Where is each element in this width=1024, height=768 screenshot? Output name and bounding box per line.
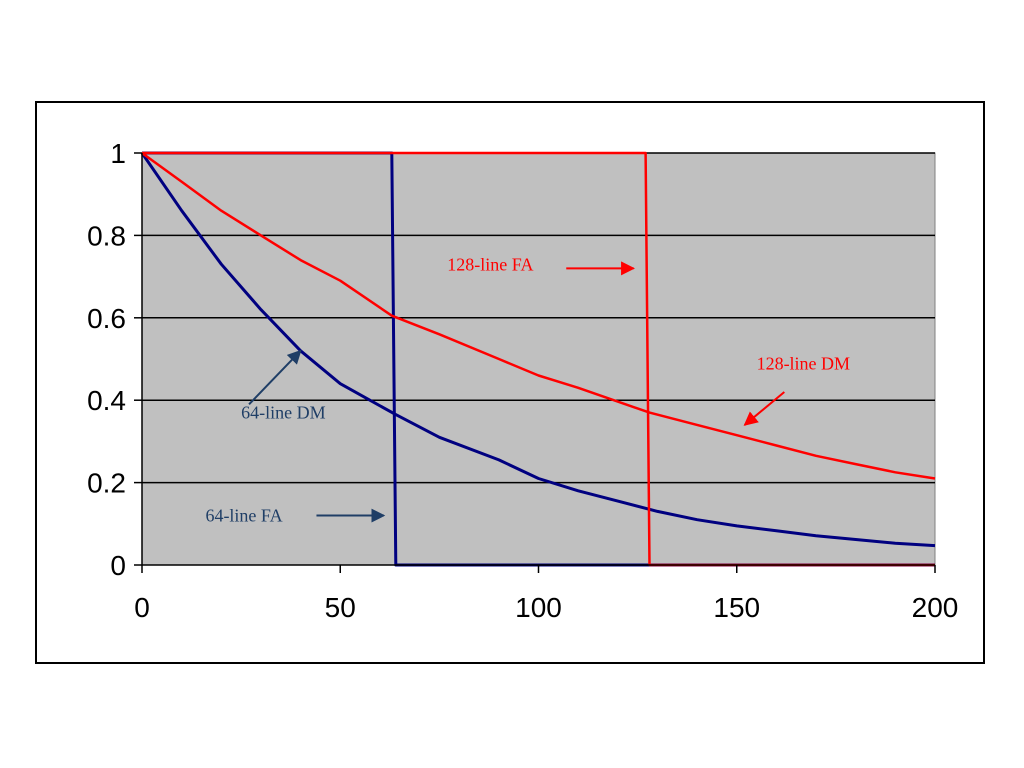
series-line-64-line-dm (140, 152, 936, 548)
axes: 0 0.2 0.4 0.6 0.8 1 0 50 100 150 200 (87, 138, 958, 623)
annotations: 128-line FA 128-line DM 64-line DM 64-line … (205, 254, 850, 525)
y-tick-label: 0 (110, 550, 126, 581)
y-tick-label: 1 (110, 138, 126, 169)
chart-svg: 00.20.40.60.810 50 100 150 200 128-line FA12… (87, 138, 958, 623)
annotation-label-128-line-dm: 128-line DM (757, 353, 851, 373)
plot-area (141, 152, 936, 566)
annotation-arrow-64-line-dm (248, 349, 302, 406)
x-tick-label: 0 (134, 592, 150, 623)
y-tick-label: 0.2 (87, 468, 126, 499)
series-line-128-line-dm (141, 151, 936, 480)
x-tick-label: 200 (912, 592, 959, 623)
y-tick-label: 0.6 (87, 303, 126, 334)
x-tick-label: 100 (515, 592, 562, 623)
plot-background (141, 152, 936, 566)
annotation-label-128-line-fa: 128-line FA (447, 254, 533, 274)
x-tick-label: 50 (325, 592, 356, 623)
annotation-label-64-line-dm: 64-line DM (241, 403, 326, 423)
annotation-label-64-line-fa: 64-line FA (205, 506, 282, 526)
y-tick-label: 0.4 (87, 385, 126, 416)
x-tick-label: 150 (713, 592, 760, 623)
y-tick-label: 0.8 (87, 220, 126, 251)
chart-frame: 0 0.2 0.4 0.6 0.8 1 0 50 100 150 200 128-line FA 12… (35, 101, 985, 664)
annotation-arrow-128-line-dm (743, 391, 785, 426)
